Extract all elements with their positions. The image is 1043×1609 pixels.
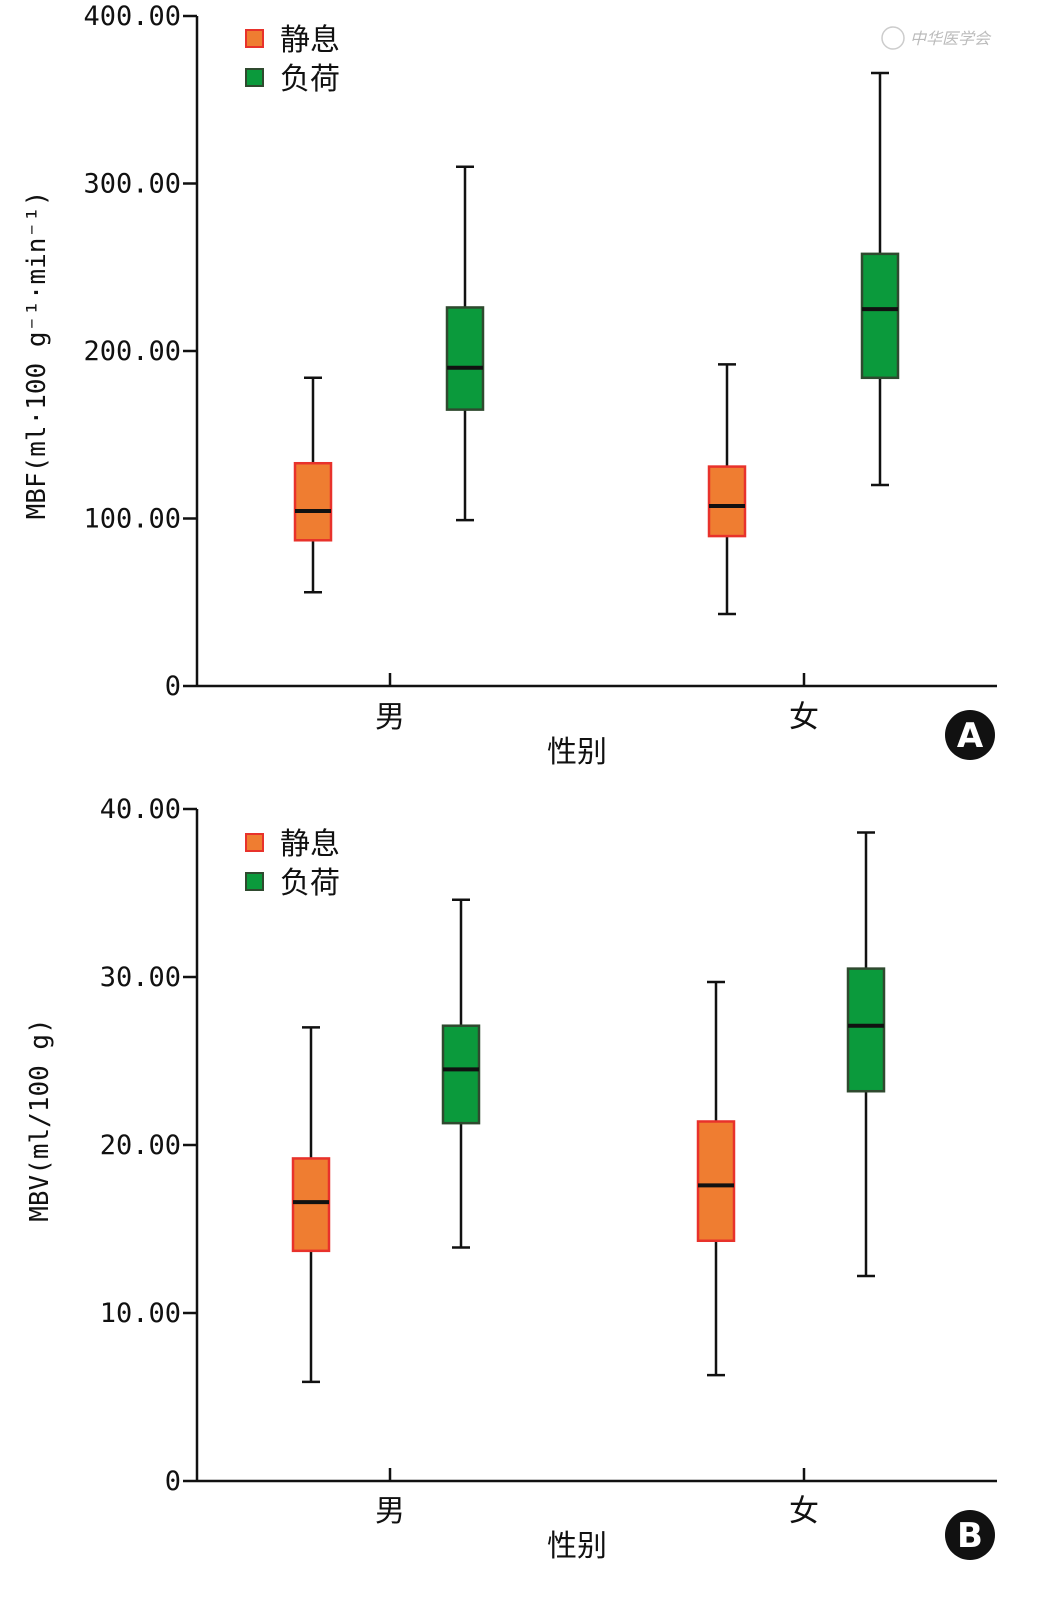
legend-swatch-rest: [245, 833, 264, 852]
y-tick-label: 20.00: [100, 1130, 181, 1161]
box-rest-男: [291, 1026, 331, 1384]
iqr-box: [696, 1120, 736, 1243]
x-axis-title: 性别: [547, 735, 607, 770]
x-tick-label: 女: [789, 700, 819, 735]
panel-label-badge: [945, 710, 995, 760]
y-tick-label: 0: [165, 671, 181, 702]
box-rest-女: [707, 363, 747, 616]
iqr-box: [291, 1157, 331, 1253]
box-rest-男: [293, 376, 333, 594]
panel-label: B: [957, 1516, 983, 1556]
panel-label: A: [957, 716, 984, 756]
x-tick-label: 男: [375, 1494, 405, 1529]
chart-panel-B: 0 10.00 20.00 30.00 40.00 男 女性别 MBV(ml/100 g) B 静…: [25, 794, 997, 1564]
legend-swatch-rest: [245, 29, 264, 48]
y-tick-label: 0: [165, 1466, 181, 1497]
iqr-box: [445, 306, 485, 411]
y-tick-label: 30.00: [100, 962, 181, 993]
iqr-box: [293, 461, 333, 542]
x-tick-label: 女: [789, 1494, 819, 1529]
y-tick-label: 10.00: [100, 1298, 181, 1329]
y-axis-title: MBF(ml·100 g⁻¹·min⁻¹): [22, 191, 52, 520]
watermark-seal-icon: [881, 26, 905, 50]
legend-label: 静息: [280, 827, 340, 862]
iqr-box: [846, 967, 886, 1093]
x-tick-label: 男: [375, 700, 405, 735]
y-tick-label: 200.00: [83, 336, 181, 367]
y-tick-label: 400.00: [83, 1, 181, 32]
legend-label: 静息: [280, 23, 340, 58]
y-tick-label: 40.00: [100, 794, 181, 825]
legend-label: 负荷: [280, 866, 340, 901]
box-load-女: [846, 831, 886, 1278]
legend-swatch-load: [245, 872, 264, 891]
box-load-男: [441, 898, 481, 1249]
iqr-box: [441, 1024, 481, 1125]
legend-swatch-load: [245, 68, 264, 87]
box-load-女: [860, 71, 900, 487]
panel-label-badge: [945, 1510, 995, 1560]
y-tick-label: 300.00: [83, 169, 181, 200]
legend-label: 负荷: [280, 62, 340, 97]
watermark: 中华医学会: [881, 26, 992, 50]
iqr-box: [860, 252, 900, 380]
box-load-男: [445, 165, 485, 522]
box-rest-女: [696, 980, 736, 1377]
x-axis-title: 性别: [547, 1529, 607, 1564]
chart-panel-A: 0 100.00 200.00 300.00 400.00 男 女性别 MBF(ml·100 …: [22, 1, 997, 770]
iqr-box: [707, 465, 747, 538]
y-tick-label: 100.00: [83, 504, 181, 535]
y-axis-title: MBV(ml/100 g): [25, 1018, 55, 1222]
watermark-text: 中华医学会: [910, 29, 992, 48]
